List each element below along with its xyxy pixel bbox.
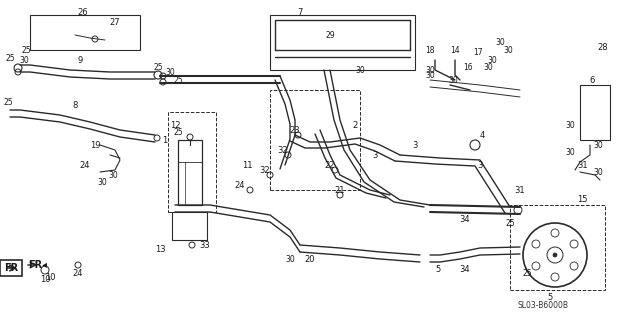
Text: 29: 29 (325, 30, 335, 39)
Text: 8: 8 (72, 100, 78, 109)
Text: 25: 25 (522, 268, 532, 277)
Text: 10: 10 (45, 274, 55, 283)
Bar (168, 112, 216, 212)
Bar (270, 15, 415, 70)
Text: 27: 27 (110, 18, 120, 27)
Text: 31: 31 (578, 161, 588, 170)
Text: 34: 34 (460, 215, 470, 225)
Text: 15: 15 (577, 196, 587, 204)
Text: 30: 30 (425, 70, 435, 79)
Text: 20: 20 (305, 255, 315, 265)
Text: 30: 30 (355, 66, 365, 75)
Text: 7: 7 (297, 7, 303, 17)
Text: 25: 25 (3, 98, 13, 107)
Text: 30: 30 (425, 66, 435, 75)
Text: 1: 1 (163, 135, 168, 145)
Text: 18: 18 (426, 45, 435, 54)
Text: 25: 25 (5, 53, 15, 62)
Text: 23: 23 (290, 125, 300, 134)
Text: 14: 14 (450, 45, 460, 54)
Text: 19: 19 (90, 140, 100, 149)
Text: 30: 30 (108, 171, 118, 180)
Text: 32: 32 (278, 146, 288, 155)
Text: 32: 32 (260, 165, 270, 174)
Bar (270, 90, 360, 190)
Bar (178, 140, 202, 205)
Text: 6: 6 (589, 76, 595, 84)
Text: FR: FR (4, 263, 18, 273)
Bar (0, 260, 22, 276)
Text: 30: 30 (97, 178, 107, 187)
Bar (510, 205, 605, 290)
Text: 2: 2 (353, 121, 358, 130)
Text: 22: 22 (325, 161, 335, 170)
Bar (172, 212, 207, 240)
Text: 3: 3 (412, 140, 417, 149)
Text: 25: 25 (505, 219, 515, 228)
Text: 5: 5 (548, 292, 553, 301)
Text: 24: 24 (80, 161, 90, 170)
Text: 28: 28 (597, 43, 608, 52)
Text: SL03-B6000B: SL03-B6000B (518, 300, 569, 309)
Text: 13: 13 (155, 245, 165, 254)
Text: 30: 30 (165, 68, 175, 76)
Text: 33: 33 (199, 241, 211, 250)
Text: 21: 21 (335, 186, 345, 195)
Text: 30: 30 (448, 76, 458, 84)
Text: 3: 3 (477, 161, 483, 170)
Text: 30: 30 (495, 37, 505, 46)
Text: 30: 30 (487, 55, 497, 65)
Text: 30: 30 (593, 140, 603, 149)
Text: 3: 3 (373, 150, 378, 159)
Text: 24: 24 (73, 268, 83, 277)
Text: 25: 25 (153, 62, 163, 71)
Text: 30: 30 (483, 62, 493, 71)
Text: 9: 9 (77, 55, 83, 65)
Bar (30, 15, 140, 50)
Text: 25: 25 (173, 127, 183, 137)
Text: 16: 16 (463, 62, 473, 71)
Text: 4: 4 (479, 131, 485, 140)
Text: 26: 26 (78, 7, 88, 17)
Text: FR◂: FR◂ (29, 260, 47, 270)
Bar (580, 85, 610, 140)
Text: 17: 17 (473, 47, 483, 57)
Text: 25: 25 (173, 76, 183, 84)
Text: 24: 24 (235, 180, 245, 189)
Text: 34: 34 (460, 266, 470, 275)
Text: 10: 10 (40, 276, 50, 284)
Text: 30: 30 (285, 255, 295, 265)
Text: 30: 30 (565, 148, 575, 156)
Text: 30: 30 (19, 55, 29, 65)
Text: 11: 11 (242, 161, 252, 170)
Text: 30: 30 (503, 45, 513, 54)
Text: 30: 30 (565, 121, 575, 130)
Circle shape (553, 253, 557, 257)
Text: 5: 5 (435, 266, 440, 275)
Text: 31: 31 (515, 186, 525, 195)
Text: 12: 12 (169, 121, 180, 130)
Text: 25: 25 (21, 45, 31, 54)
Text: 30: 30 (593, 167, 603, 177)
